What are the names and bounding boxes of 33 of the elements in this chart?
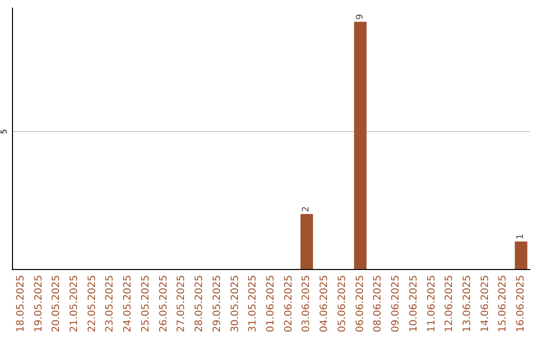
- x-tick-label: 04.06.2025: [319, 275, 330, 332]
- x-tick-label: 05.06.2025: [336, 275, 348, 332]
- x-tick-label: 31.05.2025: [248, 275, 259, 332]
- data-label: 2: [302, 206, 312, 212]
- x-tick-label: 24.05.2025: [122, 275, 134, 332]
- x-tick-label: 22.05.2025: [86, 275, 98, 332]
- x-tick-label: 19.05.2025: [33, 275, 44, 332]
- y-tick-label: 5: [0, 129, 8, 134]
- x-tick-label: 28.05.2025: [194, 275, 206, 332]
- x-tick-label: 14.06.2025: [480, 275, 491, 332]
- x-tick-label: 16.06.2025: [516, 275, 527, 332]
- x-tick-label: 29.05.2025: [212, 275, 223, 332]
- x-tick-label: 12.06.2025: [444, 275, 456, 332]
- x-tick-label: 23.05.2025: [104, 275, 116, 332]
- x-tick-label: 30.05.2025: [230, 275, 241, 332]
- x-tick-label: 08.06.2025: [372, 275, 384, 332]
- x-tick-label: 02.06.2025: [283, 275, 294, 332]
- data-label: 9: [355, 14, 366, 20]
- x-tick-label: 03.06.2025: [301, 275, 312, 332]
- x-tick-label: 09.06.2025: [390, 275, 402, 332]
- x-tick-label: 11.06.2025: [426, 275, 438, 332]
- x-tick-label: 13.06.2025: [462, 275, 473, 332]
- x-tick-label: 20.05.2025: [51, 275, 62, 332]
- x-tick-label: 18.05.2025: [15, 275, 26, 332]
- x-tick-label: 26.05.2025: [158, 275, 170, 332]
- x-tick-label: 01.06.2025: [266, 275, 276, 332]
- data-label: 1: [516, 234, 526, 240]
- x-tick-label: 25.05.2025: [140, 275, 152, 332]
- x-tick-label: 06.06.2025: [354, 275, 366, 332]
- x-tick-label: 21.05.2025: [69, 275, 80, 332]
- x-tick-label: 15.06.2025: [498, 275, 509, 332]
- x-tick-label: 10.06.2025: [408, 275, 420, 332]
- x-tick-label: 27.05.2025: [176, 275, 188, 332]
